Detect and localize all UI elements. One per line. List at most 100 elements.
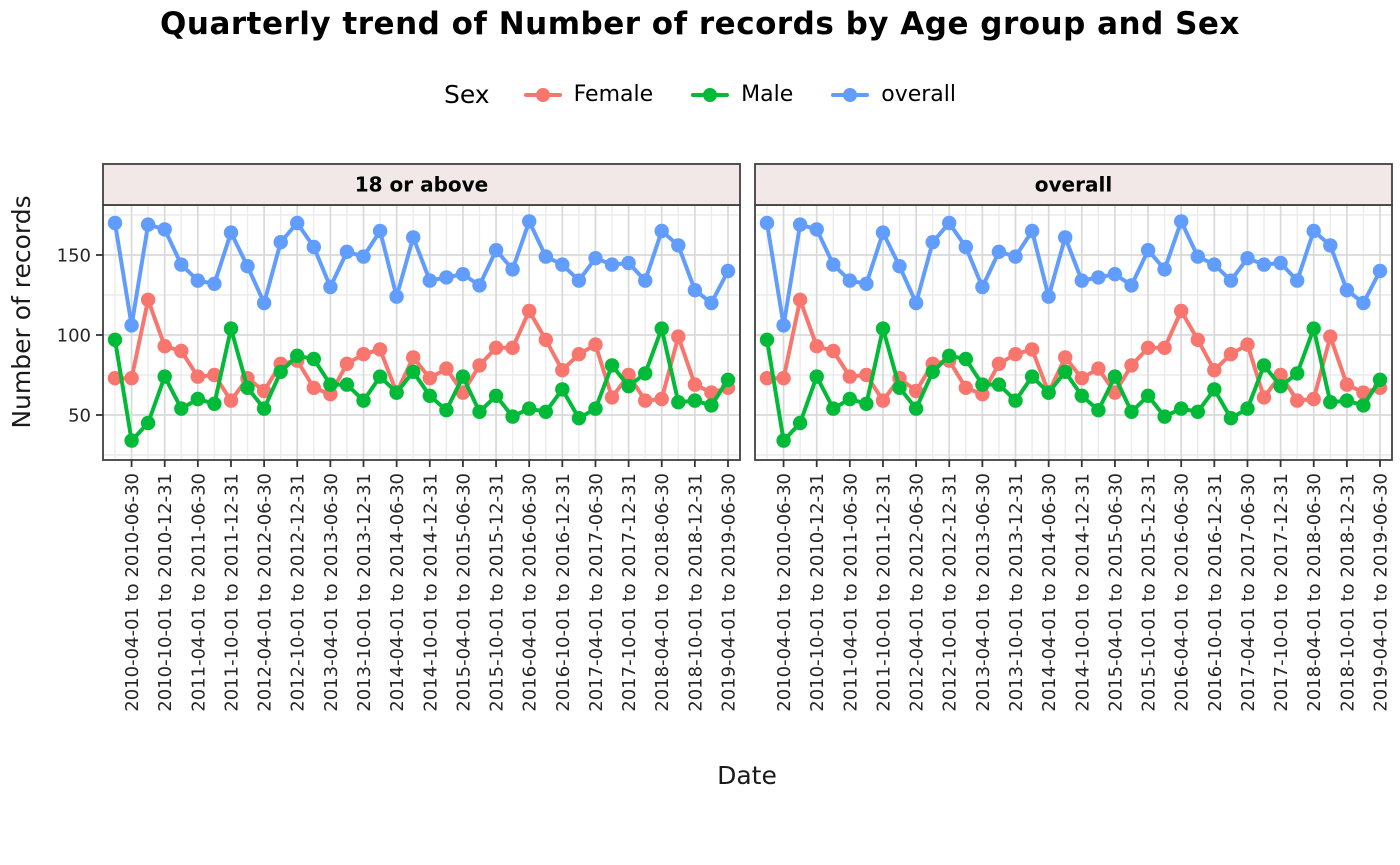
data-point-male xyxy=(256,401,272,416)
data-point-overall xyxy=(942,215,957,231)
x-tick-label: 2014-04-01 to 2014-06-30 xyxy=(1039,473,1060,712)
data-point-male xyxy=(875,321,891,336)
data-point-overall xyxy=(1240,251,1255,266)
data-point-male xyxy=(809,369,824,384)
data-point-male xyxy=(720,372,736,387)
data-point-overall xyxy=(1091,270,1106,285)
data-point-overall xyxy=(809,222,824,237)
data-point-male xyxy=(671,395,686,410)
data-point-male xyxy=(555,382,570,397)
x-tick-label: 2013-04-01 to 2013-06-30 xyxy=(973,473,994,712)
data-point-male xyxy=(776,433,791,448)
data-point-overall xyxy=(522,214,537,229)
data-point-overall xyxy=(1356,295,1371,311)
data-point-male xyxy=(406,364,421,379)
facet-strip-label: 18 or above xyxy=(355,173,489,197)
x-tick-label: 2018-04-01 to 2018-06-30 xyxy=(652,473,673,712)
data-point-overall xyxy=(306,239,321,255)
data-point-male xyxy=(571,411,587,426)
data-point-female xyxy=(190,369,205,384)
facet-strip xyxy=(102,163,741,206)
data-point-female xyxy=(505,340,520,355)
x-tick-label: 2013-10-01 to 2013-12-31 xyxy=(1006,473,1027,712)
data-point-overall xyxy=(1058,230,1073,245)
x-tick-label: 2018-10-01 to 2018-12-31 xyxy=(685,473,706,712)
data-point-female xyxy=(571,347,587,362)
data-point-overall xyxy=(1107,267,1123,282)
x-tick-label: 2014-10-01 to 2014-12-31 xyxy=(1072,473,1093,712)
x-tick-label: 2012-10-01 to 2012-12-31 xyxy=(288,473,309,712)
x-tick-label: 2017-04-01 to 2017-06-30 xyxy=(586,473,607,712)
data-point-male xyxy=(942,348,957,363)
legend-label: overall xyxy=(881,82,957,107)
data-point-female xyxy=(1240,337,1255,352)
data-point-female xyxy=(1157,340,1172,355)
data-point-overall xyxy=(455,267,471,282)
data-point-male xyxy=(1290,366,1305,381)
data-point-overall xyxy=(1323,238,1338,253)
data-point-overall xyxy=(925,235,940,250)
data-point-overall xyxy=(406,230,421,245)
data-point-overall xyxy=(422,273,437,288)
data-point-male xyxy=(908,401,924,416)
data-point-female xyxy=(826,343,841,359)
panel-background xyxy=(103,205,740,460)
data-point-female xyxy=(256,383,272,399)
data-point-female xyxy=(223,393,239,408)
data-point-overall xyxy=(892,259,907,274)
facet-panel-0: 18 or above 2010-04-01 to 2010-06-30 2010-… xyxy=(102,163,741,712)
data-point-male xyxy=(107,332,123,347)
data-point-male xyxy=(538,404,553,419)
x-tick-label: 2013-04-01 to 2013-06-30 xyxy=(321,473,342,712)
data-point-male xyxy=(207,396,222,411)
x-tick-label: 2013-10-01 to 2013-12-31 xyxy=(354,473,375,712)
data-point-male xyxy=(1058,364,1073,379)
data-point-male xyxy=(356,393,371,408)
data-point-male xyxy=(1008,393,1023,408)
data-point-female xyxy=(406,350,421,365)
data-point-overall xyxy=(323,279,338,295)
data-point-male xyxy=(1207,382,1222,397)
data-point-female xyxy=(1174,303,1189,319)
data-point-male xyxy=(654,321,669,336)
data-point-female xyxy=(455,385,471,400)
data-point-female xyxy=(1306,391,1321,407)
data-point-male xyxy=(1240,401,1255,416)
x-tick-label: 2011-10-01 to 2011-12-31 xyxy=(222,473,243,712)
data-point-overall xyxy=(256,295,272,311)
data-point-female xyxy=(1323,329,1338,344)
data-point-female xyxy=(1124,358,1139,373)
data-point-overall xyxy=(290,215,305,231)
data-point-overall xyxy=(1024,223,1040,239)
data-point-male xyxy=(1356,398,1371,413)
x-tick-label: 2017-10-01 to 2017-12-31 xyxy=(1271,473,1292,712)
data-point-overall xyxy=(571,273,587,288)
data-point-overall xyxy=(140,217,156,232)
data-point-overall xyxy=(1124,278,1139,293)
data-point-male xyxy=(588,401,603,416)
data-point-overall xyxy=(190,273,205,288)
legend-label: Female xyxy=(573,82,654,107)
data-point-female xyxy=(1091,361,1106,376)
data-point-male xyxy=(1306,321,1321,336)
data-point-female xyxy=(759,371,775,386)
data-point-overall xyxy=(720,263,736,279)
data-point-female xyxy=(538,332,553,347)
x-tick-label: 2011-04-01 to 2011-06-30 xyxy=(840,473,861,712)
data-point-male xyxy=(306,351,321,367)
data-point-overall xyxy=(1190,249,1206,264)
data-point-male xyxy=(323,377,338,392)
data-point-female xyxy=(958,380,973,395)
x-tick-label: 2014-10-01 to 2014-12-31 xyxy=(420,473,441,712)
data-point-male xyxy=(1273,379,1288,394)
panel-background xyxy=(755,205,1392,460)
data-point-female xyxy=(842,369,857,384)
data-point-female xyxy=(306,380,321,395)
data-point-male xyxy=(488,388,504,403)
data-point-overall xyxy=(488,243,504,258)
facet-strip-label: overall xyxy=(1035,173,1112,197)
data-point-overall xyxy=(107,215,123,231)
data-point-male xyxy=(892,380,907,395)
x-tick-label: 2016-10-01 to 2016-12-31 xyxy=(1205,473,1226,712)
